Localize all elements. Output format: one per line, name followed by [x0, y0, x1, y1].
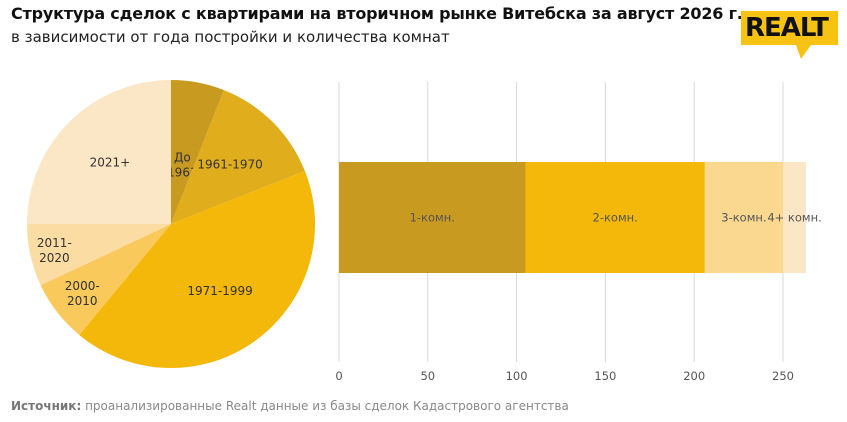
pie-slice: [40, 224, 172, 335]
source-note: Источник: проанализированные Realt данны…: [11, 399, 569, 413]
x-tick-label: 0: [335, 369, 342, 383]
pie-slice-label: До 1961: [167, 150, 198, 179]
pie-slice-label: 1971-1999: [187, 284, 252, 298]
x-tick-label: 200: [683, 369, 705, 383]
pie-slice-label: 2011-2020: [37, 236, 72, 265]
bar-segment: [525, 162, 705, 273]
logo-text: REALT: [745, 13, 829, 43]
pie-slice-label: 1961-1970: [197, 157, 262, 171]
x-tick-label: 150: [594, 369, 616, 383]
pie-slice: [27, 224, 171, 286]
pie-slice: [171, 90, 305, 224]
chart-subtitle: в зависимости от года постройки и количе…: [11, 28, 450, 46]
pie-slice: [171, 80, 225, 224]
source-label: Источник:: [11, 399, 82, 413]
pie-slice: [27, 80, 171, 224]
chart-title: Структура сделок с квартирами на вторичн…: [11, 4, 743, 23]
x-tick-label: 250: [772, 369, 794, 383]
bar-segment-label: 1-комн.: [410, 211, 455, 225]
bar-segment-label: 4+ комн.: [767, 211, 821, 225]
x-tick-label: 100: [506, 369, 528, 383]
pie-slice: [79, 170, 316, 369]
pie-slice-label: 2000-2010: [65, 278, 100, 307]
pie-slice-label: 2021+: [90, 155, 131, 169]
bar-segment: [339, 162, 526, 273]
x-tick-label: 50: [420, 369, 435, 383]
stacked-bar-chart: 0 50 100 150 200 250 1-комн. 2-комн. 3-комн. 4+ к…: [335, 82, 822, 383]
source-text: проанализированные Realt данные из базы …: [81, 399, 569, 413]
bar-segment: [783, 162, 807, 273]
realt-logo: REALT: [741, 11, 838, 59]
bar-segment-label: 3-комн.: [721, 211, 766, 225]
bar-segment: [704, 162, 783, 273]
bar-segment-label: 2-комн.: [593, 211, 638, 225]
